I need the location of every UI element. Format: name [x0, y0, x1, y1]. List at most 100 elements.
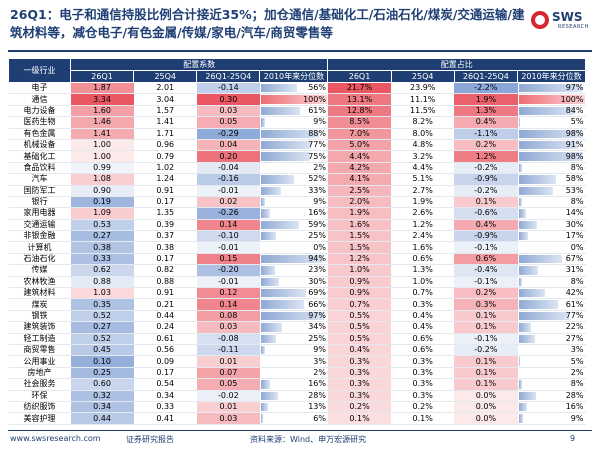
cell-value: 0.05: [196, 116, 260, 129]
cell-value: 0.5%: [327, 321, 392, 334]
cell-value: 2.0%: [327, 196, 392, 209]
cell-value: 31%: [565, 265, 584, 275]
divider: [8, 50, 592, 52]
cell-value: 0.4%: [454, 219, 518, 232]
percentile-bar: [518, 266, 538, 275]
cell-value: 0.03: [196, 412, 260, 425]
industry-name: 汽车: [8, 173, 71, 186]
table-row: 电子 1.87 2.01 -0.14 56% 21.7% 23.9% -2.2% 97%: [8, 82, 586, 95]
cell-value: 97%: [565, 83, 584, 93]
cell-value: 61%: [308, 105, 326, 115]
column-header: 26Q1: [327, 70, 392, 83]
cell-value: 0.44: [70, 412, 134, 425]
table-row: 有色金属 1.41 1.71 -0.29 88% 7.0% 8.0% -1.1% 98%: [8, 128, 586, 140]
cell-value: 0.1%: [327, 412, 392, 425]
cell-value: -0.2%: [454, 344, 518, 357]
cell-value: 58%: [565, 174, 584, 184]
cell-value: 3%: [313, 356, 326, 366]
cell-value: 23.9%: [391, 82, 455, 95]
percentile-cell: 84%: [517, 105, 586, 118]
group-header: 配置占比: [327, 58, 586, 71]
cell-value: 69%: [308, 288, 326, 298]
column-header: 26Q1-25Q4: [196, 70, 261, 83]
cell-value: 0.01: [196, 401, 260, 414]
percentile-cell: 53%: [517, 185, 586, 197]
cell-value: -0.1%: [454, 276, 518, 289]
cell-value: 16%: [565, 402, 584, 412]
cell-value: 9%: [313, 197, 326, 207]
cell-value: -0.2%: [454, 185, 518, 197]
cell-value: 56%: [308, 83, 326, 93]
cell-value: 1.46: [70, 116, 134, 129]
cell-value: 0.4%: [327, 344, 392, 357]
cell-value: 0.45: [70, 344, 134, 357]
cell-value: 16%: [308, 208, 326, 218]
cell-value: 8.2%: [391, 116, 455, 129]
cell-value: 1.3%: [391, 264, 455, 277]
industry-name: 石油石化: [8, 253, 71, 266]
percentile-bar: [518, 334, 535, 343]
percentile-bar: [260, 106, 301, 116]
percentile-cell: 16%: [259, 378, 328, 391]
table-row: 机械设备 1.00 0.96 0.04 77% 5.0% 4.8% 0.2% 91%: [8, 139, 586, 152]
cell-value: 0.2%: [454, 139, 518, 152]
percentile-bar: [518, 209, 527, 218]
cell-value: 61%: [565, 299, 584, 309]
cell-value: -0.10: [196, 230, 260, 243]
cell-value: 0.33: [133, 401, 197, 414]
table-row: 食品饮料 0.99 1.02 -0.04 2% 4.2% 4.4% -0.2% 8%: [8, 162, 586, 175]
percentile-cell: 33%: [259, 185, 328, 197]
cell-value: 1.0%: [327, 264, 392, 277]
table-row: 煤炭 0.35 0.21 0.14 66% 0.7% 0.3% 0.3% 61%: [8, 298, 586, 311]
cell-value: 11.5%: [391, 105, 455, 118]
cell-value: 0.82: [133, 264, 197, 277]
table-row: 传媒 0.62 0.82 -0.20 23% 1.0% 1.3% -0.4% 31%: [8, 264, 586, 277]
industry-name: 美容护理: [8, 412, 71, 425]
table-row: 商贸零售 0.45 0.56 -0.11 9% 0.4% 0.6% -0.2% 3%: [8, 344, 586, 357]
cell-value: 0.2%: [454, 287, 518, 300]
cell-value: 1.08: [70, 173, 134, 186]
cell-value: 0.33: [70, 253, 134, 266]
cell-value: 0.44: [133, 310, 197, 323]
industry-name: 建筑材料: [8, 287, 71, 300]
cell-value: 9%: [313, 345, 326, 355]
percentile-bar: [518, 152, 584, 161]
cell-value: 0.6%: [391, 344, 455, 357]
percentile-cell: 97%: [259, 310, 328, 323]
cell-value: 0.17: [133, 367, 197, 380]
percentile-bar: [260, 152, 310, 161]
cell-value: 3.34: [70, 93, 134, 106]
table-row: 国防军工 0.90 0.91 -0.01 33% 2.5% 2.7% -0.2% 53%: [8, 185, 586, 197]
industry-name: 电子: [8, 82, 71, 95]
industry-name: 钢铁: [8, 310, 71, 323]
column-header: 25Q4: [390, 70, 455, 83]
table-row: 钢铁 0.52 0.44 0.08 97% 0.5% 0.4% 0.1% 77%: [8, 310, 586, 323]
cell-value: 0.88: [70, 276, 134, 289]
cell-value: 0.7%: [391, 287, 455, 300]
cell-value: 0.1%: [454, 321, 518, 334]
industry-name: 机械设备: [8, 139, 71, 152]
logo-subtext: RESEARCH: [558, 24, 589, 30]
cell-value: 0.0%: [454, 401, 518, 414]
industry-name: 国防军工: [8, 185, 71, 197]
percentile-bar: [518, 402, 528, 412]
table-row: 建筑材料 1.03 0.91 0.12 69% 0.9% 0.7% 0.2% 42%: [8, 287, 586, 300]
cell-value: 11.1%: [391, 93, 455, 106]
cell-value: 1.2%: [327, 253, 392, 266]
cell-value: 0.88: [133, 276, 197, 289]
cell-value: 1.0%: [391, 276, 455, 289]
cell-value: 0.53: [70, 219, 134, 232]
cell-value: -0.1%: [454, 241, 518, 254]
cell-value: 0.1%: [391, 412, 455, 425]
cell-value: 4.4%: [327, 150, 392, 163]
cell-value: 97%: [308, 311, 326, 320]
cell-value: 0.14: [196, 219, 260, 232]
cell-value: 1.24: [133, 173, 197, 186]
percentile-bar: [260, 254, 323, 264]
percentile-cell: 66%: [259, 298, 328, 311]
percentile-cell: 16%: [259, 207, 328, 220]
column-header: 2010年来分位数: [517, 70, 586, 83]
cell-value: 30%: [565, 219, 584, 229]
cell-value: 0.1%: [454, 355, 518, 368]
cell-value: 8%: [570, 162, 584, 172]
